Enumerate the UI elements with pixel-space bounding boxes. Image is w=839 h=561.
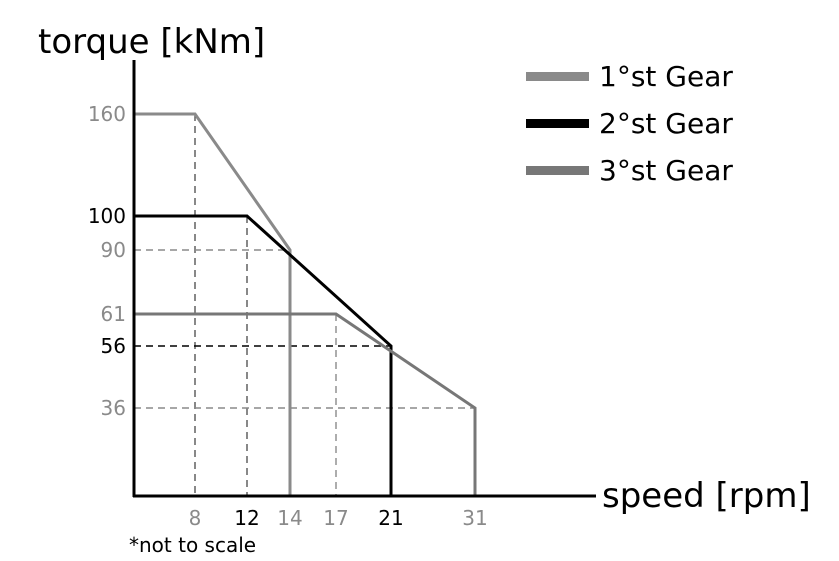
x-tick-label-17: 17 <box>323 506 348 530</box>
series-line-gear-2 <box>134 214 393 496</box>
legend-label-gear-1: 1°st Gear <box>599 60 733 93</box>
x-tick-label-14: 14 <box>277 506 302 530</box>
y-axis-title: torque [kNm] <box>38 22 266 62</box>
x-tick-labels: 8 12 14 17 21 31 <box>189 506 488 530</box>
y-tick-label-36: 36 <box>101 396 126 420</box>
series-line-gear-1 <box>134 112 292 496</box>
legend-swatch-gear-2 <box>526 119 589 128</box>
legend-item-gear-1: 1°st Gear <box>526 53 733 100</box>
series-line-gear-3 <box>134 312 477 496</box>
axes <box>132 60 596 498</box>
scale-note: *not to scale <box>129 533 257 557</box>
legend: 1°st Gear 2°st Gear 3°st Gear <box>526 53 733 194</box>
x-tick-label-31: 31 <box>462 506 487 530</box>
x-tick-label-21: 21 <box>378 506 403 530</box>
legend-label-gear-3: 3°st Gear <box>599 154 733 187</box>
legend-item-gear-3: 3°st Gear <box>526 147 733 194</box>
y-tick-label-56: 56 <box>101 334 126 358</box>
x-axis-title: speed [rpm] <box>602 476 811 516</box>
legend-swatch-gear-1 <box>526 72 589 81</box>
legend-item-gear-2: 2°st Gear <box>526 100 733 147</box>
x-tick-label-8: 8 <box>189 506 202 530</box>
y-tick-label-160: 160 <box>88 102 126 126</box>
y-tick-label-90: 90 <box>101 238 126 262</box>
y-tick-label-100: 100 <box>88 204 126 228</box>
legend-label-gear-2: 2°st Gear <box>599 107 733 140</box>
series-lines <box>134 112 477 496</box>
y-tick-label-61: 61 <box>101 302 126 326</box>
x-tick-label-12: 12 <box>234 506 259 530</box>
legend-swatch-gear-3 <box>526 166 589 175</box>
guide-lines <box>134 113 476 496</box>
y-tick-labels: 160 100 90 61 56 36 <box>88 102 126 420</box>
